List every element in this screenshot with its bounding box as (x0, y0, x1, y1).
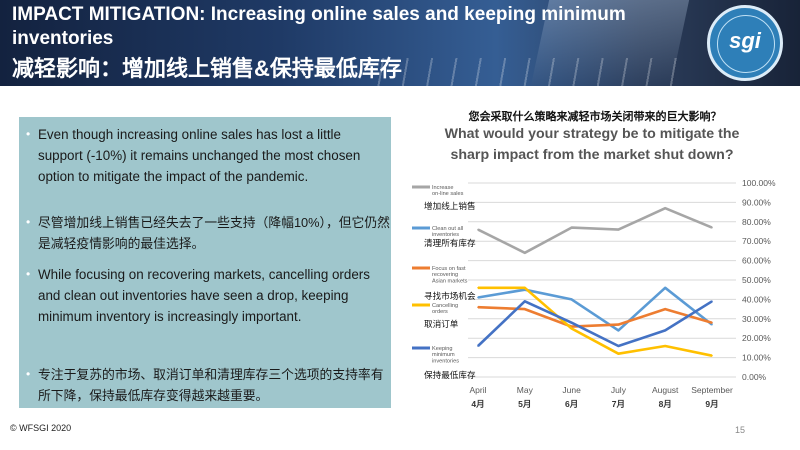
data-point (524, 300, 526, 303)
data-point (524, 252, 526, 254)
logo-ring (717, 15, 775, 73)
x-tick-label: September (691, 385, 733, 395)
y-tick-label: 100.00% (742, 178, 776, 188)
series-line-5 (477, 299, 713, 348)
bullet-text: 尽管增加线上销售已经失去了一些支持（降幅10%），但它仍然是减轻疫情影响的最佳选… (38, 215, 390, 251)
page-number: 15 (735, 425, 746, 435)
data-point (711, 300, 713, 303)
bullet-item: • Even though increasing online sales ha… (26, 124, 374, 187)
data-point (664, 329, 666, 332)
data-point (664, 207, 666, 210)
data-point (617, 345, 620, 347)
data-point (570, 298, 573, 301)
y-tick-label: 90.00% (742, 197, 771, 207)
x-tick-label: June (562, 385, 581, 395)
series-line-2 (477, 286, 713, 332)
y-tick-label: 80.00% (742, 217, 771, 227)
data-point (617, 329, 620, 332)
text-panel: • Even though increasing online sales ha… (19, 117, 391, 408)
x-tick-label-cn: 9月 (705, 399, 718, 409)
data-point (664, 308, 666, 310)
data-point (477, 228, 479, 231)
data-point (711, 321, 713, 324)
y-tick-label: 0.00% (742, 372, 767, 382)
bullet-text: While focusing on recovering markets, ca… (38, 267, 370, 324)
x-tick-label-cn: 6月 (565, 399, 578, 409)
bullet-icon: • (26, 127, 31, 141)
data-point (477, 345, 479, 347)
header-track-decoration (360, 58, 680, 86)
y-tick-label: 20.00% (742, 333, 771, 343)
legend-label: Keeping minimum inventories (432, 346, 459, 364)
bullet-item: • 专注于复苏的市场、取消订单和清理库存三个选项的支持率有所下降，保持最低库存变… (26, 364, 390, 406)
legend-label: Focus on fast recovering Asian markets (432, 266, 468, 284)
wfsgi-logo: sgi (707, 5, 783, 81)
data-point (570, 327, 573, 330)
legend-label-cn: 增加线上销售 (424, 200, 476, 212)
legend-label-cn: 取消订单 (424, 318, 459, 330)
chart-title: What would your strategy be to mitigate … (444, 126, 740, 163)
copyright: © WFSGI 2020 (10, 423, 72, 433)
data-point (711, 354, 713, 357)
header-banner: IMPACT MITIGATION: Increasing online sal… (0, 0, 800, 86)
bullet-text: 专注于复苏的市场、取消订单和清理库存三个选项的支持率有所下降，保持最低库存变得越… (38, 367, 384, 403)
data-point (711, 226, 713, 229)
series-line-4 (478, 286, 713, 357)
x-tick-label: April (469, 385, 486, 395)
x-tick-label-cn: 7月 (612, 399, 625, 409)
data-point (477, 286, 479, 289)
legend-label-cn: 寻找市场机会 (424, 290, 476, 302)
bullet-text: Even though increasing online sales has … (38, 127, 361, 184)
data-point (524, 286, 526, 289)
data-point (711, 323, 713, 326)
data-point (617, 323, 620, 326)
legend-label: Increase on-line sales (432, 185, 464, 197)
data-point (477, 306, 479, 308)
data-point (570, 226, 573, 229)
x-tick-label-cn: 8月 (659, 399, 672, 409)
page-title-cn: 减轻影响：增加线上销售&保持最低库存 (12, 56, 402, 81)
chart-title-cn: 您会采取什么策略来减轻市场关闭带来的巨大影响？ (468, 111, 722, 123)
bullet-icon: • (26, 215, 31, 229)
bullet-icon: • (26, 267, 31, 281)
y-tick-label: 10.00% (742, 353, 771, 363)
legend-label: Cancelling orders (432, 303, 458, 315)
legend-label-cn: 清理所有库存 (424, 237, 476, 249)
data-point (570, 321, 573, 324)
data-point (617, 228, 620, 231)
legend-label: Clean out all inventories (432, 226, 463, 238)
bullet-item: • 尽管增加线上销售已经失去了一些支持（降幅10%），但它仍然是减轻疫情影响的最… (26, 212, 398, 254)
logo-text: sgi (729, 28, 761, 53)
x-tick-label: July (611, 385, 627, 395)
bullet-icon: • (26, 367, 31, 381)
x-tick-label-cn: 4月 (471, 399, 484, 409)
data-point (664, 286, 666, 289)
data-point (477, 296, 479, 299)
page-title: IMPACT MITIGATION: Increasing online sal… (12, 4, 626, 49)
y-tick-label: 40.00% (742, 294, 771, 304)
x-tick-label: May (517, 385, 534, 395)
data-point (524, 308, 526, 310)
y-tick-label: 60.00% (742, 256, 771, 266)
y-tick-label: 50.00% (742, 275, 771, 285)
y-tick-label: 30.00% (742, 314, 771, 324)
data-point (664, 345, 666, 347)
y-tick-label: 70.00% (742, 236, 771, 246)
legend-label-cn: 保持最低库存 (424, 369, 476, 381)
x-tick-label-cn: 5月 (518, 399, 531, 409)
series-line-1 (477, 206, 713, 255)
bullet-item: • While focusing on recovering markets, … (26, 264, 383, 327)
data-point (617, 352, 620, 355)
x-tick-label: August (652, 385, 679, 395)
